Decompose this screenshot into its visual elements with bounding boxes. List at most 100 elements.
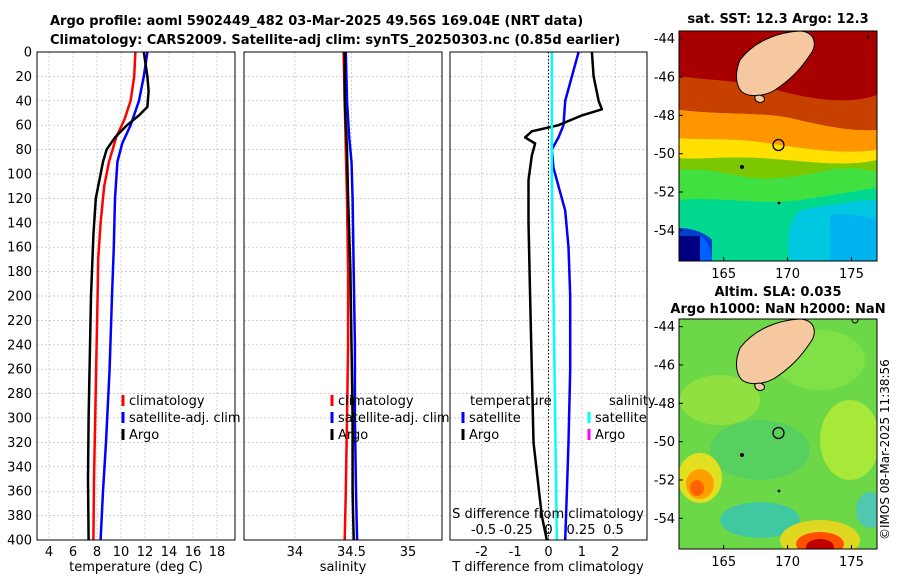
legend-entry: climatology bbox=[338, 394, 414, 409]
temperature-panel: 0 20 40 60 80 100 120 140 160 180 200 220 240 260 280 3… bbox=[7, 46, 240, 576]
x-tick-label: -2 bbox=[475, 545, 488, 560]
depth-tick-label: 200 bbox=[7, 290, 32, 305]
map-lat-label: -54 bbox=[654, 224, 675, 239]
difference-axes-frame bbox=[449, 51, 648, 541]
x-tick-label: -1 bbox=[509, 545, 522, 560]
depth-tick-label: 340 bbox=[7, 460, 32, 475]
depth-tick-label: 0 bbox=[24, 46, 32, 61]
x-tick-label: 34.5 bbox=[337, 545, 366, 560]
x-tick-label: 0 bbox=[544, 545, 552, 560]
salinity-axes-frame bbox=[243, 51, 443, 541]
x-tick-label: 2 bbox=[611, 545, 619, 560]
depth-tick-label: 300 bbox=[7, 412, 32, 427]
x-tick-label: 34 bbox=[287, 545, 304, 560]
temperature-grid bbox=[37, 51, 235, 541]
legend-entry: satellite bbox=[595, 411, 647, 426]
difference-grid bbox=[450, 51, 647, 541]
map-lat-label: -54 bbox=[654, 512, 675, 527]
legend-entry: satellite bbox=[469, 411, 521, 426]
sla-map-title-line2: Argo h1000: NaN h2000: NaN bbox=[670, 302, 885, 317]
map-lon-label: 175 bbox=[839, 267, 864, 282]
sla-map-title-line1: Altim. SLA: 0.035 bbox=[715, 285, 842, 300]
legend-entry: Argo bbox=[129, 428, 159, 443]
imos-timestamp: ©IMOS 08-Mar-2025 11:38:56 bbox=[878, 359, 892, 540]
legend-entry: Argo bbox=[338, 428, 368, 443]
depth-tick-label: 320 bbox=[7, 436, 32, 451]
temperature-legend: climatology satellite-adj. clim Argo bbox=[121, 394, 241, 443]
difference-legend: temperature satellite Argo salinity satellit… bbox=[461, 394, 656, 443]
figure-title-line1: Argo profile: aoml 5902449_482 03-Mar-20… bbox=[50, 14, 584, 29]
depth-tick-label: 280 bbox=[7, 387, 32, 402]
sst-map-panel: sat. SST: 12.3 Argo: 12.3 165 170 175 -44 -4… bbox=[654, 12, 878, 282]
salinity-lines bbox=[342, 52, 359, 540]
depth-tick-label: 20 bbox=[15, 70, 32, 85]
sst-heatmap bbox=[679, 31, 877, 261]
series-line-t-satellite bbox=[550, 52, 580, 540]
sla-heatmap bbox=[679, 319, 877, 549]
salinity-grid bbox=[244, 51, 442, 541]
temperature-tick-labels: 4 6 8 10 12 14 16 18 bbox=[45, 545, 225, 560]
x-tick-label: 8 bbox=[93, 545, 101, 560]
series-line-climatology bbox=[92, 52, 137, 540]
depth-tick-label: 240 bbox=[7, 338, 32, 353]
depth-tick-label: 80 bbox=[15, 143, 32, 158]
sla-map-panel: Altim. SLA: 0.035 Argo h1000: NaN h2000:… bbox=[654, 285, 886, 570]
legend-entry: Argo bbox=[595, 428, 625, 443]
x-tick-label: 6 bbox=[69, 545, 77, 560]
depth-tick-label: 140 bbox=[7, 216, 32, 231]
temperature-axes-frame bbox=[36, 51, 236, 541]
x-tick-label: 16 bbox=[185, 545, 202, 560]
sst-map-ticks: 165 170 175 -44 -46 -48 -50 -52 -54 bbox=[654, 32, 864, 282]
x-tick-label: 1 bbox=[578, 545, 586, 560]
x-tick-label: 18 bbox=[209, 545, 226, 560]
s-difference-tick-label: 0.5 bbox=[603, 523, 624, 538]
map-lat-label: -44 bbox=[654, 32, 675, 47]
salinity-panel: 34 34.5 35 salinity climatology satellite-a… bbox=[243, 51, 450, 575]
depth-tick-label: 180 bbox=[7, 265, 32, 280]
salinity-legend: climatology satellite-adj. clim Argo bbox=[330, 394, 450, 443]
legend-entry: satellite-adj. clim bbox=[338, 411, 450, 426]
map-lat-label: -44 bbox=[654, 320, 675, 335]
sla-map-frame bbox=[678, 318, 878, 550]
legend-entry: satellite-adj. clim bbox=[129, 411, 241, 426]
legend-heading-temperature: temperature bbox=[470, 394, 552, 409]
map-lat-label: -48 bbox=[654, 397, 675, 412]
sst-map-title: sat. SST: 12.3 Argo: 12.3 bbox=[687, 12, 868, 27]
argo-location-marker bbox=[772, 138, 785, 152]
map-lat-label: -52 bbox=[654, 186, 675, 201]
x-tick-label: 4 bbox=[45, 545, 53, 560]
series-line-s-satellite bbox=[550, 52, 559, 540]
map-lon-label: 170 bbox=[775, 267, 800, 282]
depth-tick-label: 160 bbox=[7, 241, 32, 256]
map-lat-label: -46 bbox=[654, 71, 675, 86]
series-line-satellite-adj-clim bbox=[344, 52, 359, 540]
depth-tick-label: 100 bbox=[7, 168, 32, 183]
s-difference-tick-labels: -0.5 -0.25 0 0.25 0.5 bbox=[471, 523, 624, 538]
depth-tick-label: 120 bbox=[7, 192, 32, 207]
series-line-t-argo bbox=[523, 52, 604, 540]
depth-tick-label: 380 bbox=[7, 509, 32, 524]
difference-xlabel: T difference from climatology bbox=[451, 560, 644, 575]
legend-entry: Argo bbox=[469, 428, 499, 443]
s-difference-tick-label: -0.5 bbox=[471, 523, 496, 538]
x-tick-label: 14 bbox=[161, 545, 178, 560]
salinity-xlabel: salinity bbox=[320, 560, 367, 575]
depth-tick-labels: 0 20 40 60 80 100 120 140 160 180 200 220 240 260 280 3… bbox=[7, 46, 32, 549]
temperature-lines bbox=[86, 52, 150, 540]
temperature-xlabel: temperature (deg C) bbox=[69, 560, 203, 575]
argo-location-marker bbox=[772, 426, 785, 440]
map-lat-label: -50 bbox=[654, 147, 675, 162]
map-lat-label: -50 bbox=[654, 435, 675, 450]
series-line-satellite-adj-clim bbox=[99, 52, 149, 540]
map-lon-label: 165 bbox=[711, 555, 736, 570]
depth-tick-label: 220 bbox=[7, 314, 32, 329]
x-tick-label: 12 bbox=[137, 545, 154, 560]
s-difference-tick-label: 0 bbox=[544, 523, 552, 538]
sst-map-frame bbox=[678, 30, 878, 262]
x-tick-label: 35 bbox=[400, 545, 417, 560]
figure-title-line2: Climatology: CARS2009. Satellite-adj cli… bbox=[50, 33, 621, 48]
depth-tick-label: 360 bbox=[7, 485, 32, 500]
series-line-argo bbox=[343, 52, 355, 540]
legend-heading-salinity: salinity bbox=[609, 394, 656, 409]
